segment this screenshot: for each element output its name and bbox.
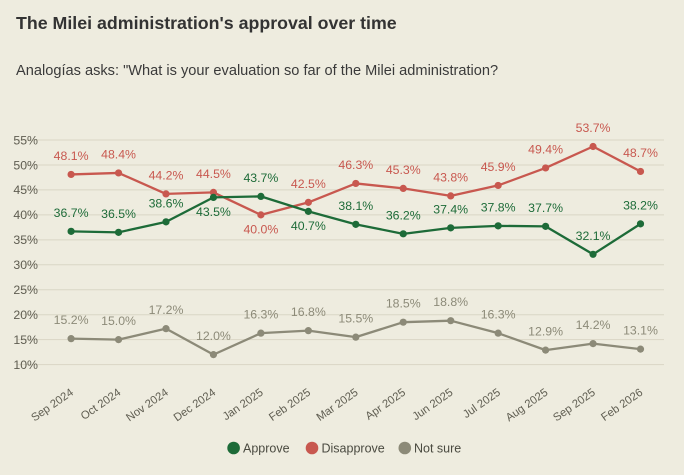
svg-text:37.8%: 37.8%	[481, 200, 516, 214]
svg-text:53.7%: 53.7%	[576, 121, 611, 135]
svg-text:35%: 35%	[13, 233, 38, 247]
svg-text:32.1%: 32.1%	[576, 229, 611, 243]
svg-text:45.9%: 45.9%	[481, 160, 516, 174]
svg-text:49.4%: 49.4%	[528, 142, 563, 156]
svg-text:Dec 2024: Dec 2024	[172, 387, 218, 425]
svg-text:37.7%: 37.7%	[528, 201, 563, 215]
svg-text:Disapprove: Disapprove	[322, 441, 385, 455]
svg-text:13.1%: 13.1%	[623, 324, 658, 338]
svg-text:38.2%: 38.2%	[623, 198, 658, 212]
svg-text:17.2%: 17.2%	[149, 303, 184, 317]
svg-text:40%: 40%	[13, 208, 38, 222]
svg-text:46.3%: 46.3%	[338, 158, 373, 172]
svg-text:Sep 2025: Sep 2025	[551, 387, 598, 425]
svg-text:43.7%: 43.7%	[243, 171, 278, 185]
svg-text:36.5%: 36.5%	[101, 207, 136, 221]
svg-text:15.5%: 15.5%	[338, 312, 373, 326]
svg-text:38.1%: 38.1%	[338, 199, 373, 213]
svg-text:44.5%: 44.5%	[196, 167, 231, 181]
svg-text:18.8%: 18.8%	[433, 295, 468, 309]
svg-text:Aug 2025: Aug 2025	[504, 387, 551, 425]
svg-text:30%: 30%	[13, 258, 38, 272]
svg-text:Sep 2024: Sep 2024	[29, 387, 76, 425]
svg-text:50%: 50%	[13, 158, 38, 172]
svg-text:48.4%: 48.4%	[101, 147, 136, 161]
svg-text:45.3%: 45.3%	[386, 163, 421, 177]
svg-text:Jan 2025: Jan 2025	[221, 387, 266, 423]
svg-text:14.2%: 14.2%	[576, 318, 611, 332]
svg-text:45%: 45%	[13, 183, 38, 197]
svg-text:16.8%: 16.8%	[291, 305, 326, 319]
svg-text:36.2%: 36.2%	[386, 208, 421, 222]
svg-text:10%: 10%	[13, 358, 38, 372]
svg-text:Feb 2025: Feb 2025	[267, 387, 313, 424]
svg-text:15.2%: 15.2%	[54, 313, 89, 327]
svg-text:48.1%: 48.1%	[54, 149, 89, 163]
svg-text:36.7%: 36.7%	[54, 206, 89, 220]
svg-text:42.5%: 42.5%	[291, 177, 326, 191]
svg-text:Oct 2024: Oct 2024	[79, 387, 123, 423]
svg-text:48.7%: 48.7%	[623, 146, 658, 160]
svg-text:20%: 20%	[13, 308, 38, 322]
svg-text:43.5%: 43.5%	[196, 205, 231, 219]
svg-text:12.9%: 12.9%	[528, 325, 563, 339]
svg-text:38.6%: 38.6%	[149, 196, 184, 210]
svg-text:Feb 2026: Feb 2026	[599, 387, 645, 424]
svg-text:15.0%: 15.0%	[101, 314, 136, 328]
svg-text:43.8%: 43.8%	[433, 170, 468, 184]
svg-text:Jul 2025: Jul 2025	[461, 387, 503, 421]
svg-text:Nov 2024: Nov 2024	[124, 387, 170, 425]
svg-text:40.7%: 40.7%	[291, 219, 326, 233]
svg-text:Apr 2025: Apr 2025	[364, 387, 408, 423]
svg-text:25%: 25%	[13, 283, 38, 297]
svg-text:37.4%: 37.4%	[433, 202, 468, 216]
svg-text:18.5%: 18.5%	[386, 297, 421, 311]
svg-text:40.0%: 40.0%	[243, 222, 278, 236]
svg-text:Not sure: Not sure	[414, 441, 461, 455]
svg-text:15%: 15%	[13, 333, 38, 347]
svg-text:Jun 2025: Jun 2025	[410, 387, 455, 423]
svg-text:55%: 55%	[13, 133, 38, 147]
svg-text:Mar 2025: Mar 2025	[315, 387, 361, 424]
svg-text:44.2%: 44.2%	[149, 168, 184, 182]
svg-text:16.3%: 16.3%	[481, 308, 516, 322]
svg-text:16.3%: 16.3%	[243, 308, 278, 322]
svg-text:12.0%: 12.0%	[196, 329, 231, 343]
svg-text:Approve: Approve	[243, 441, 290, 455]
